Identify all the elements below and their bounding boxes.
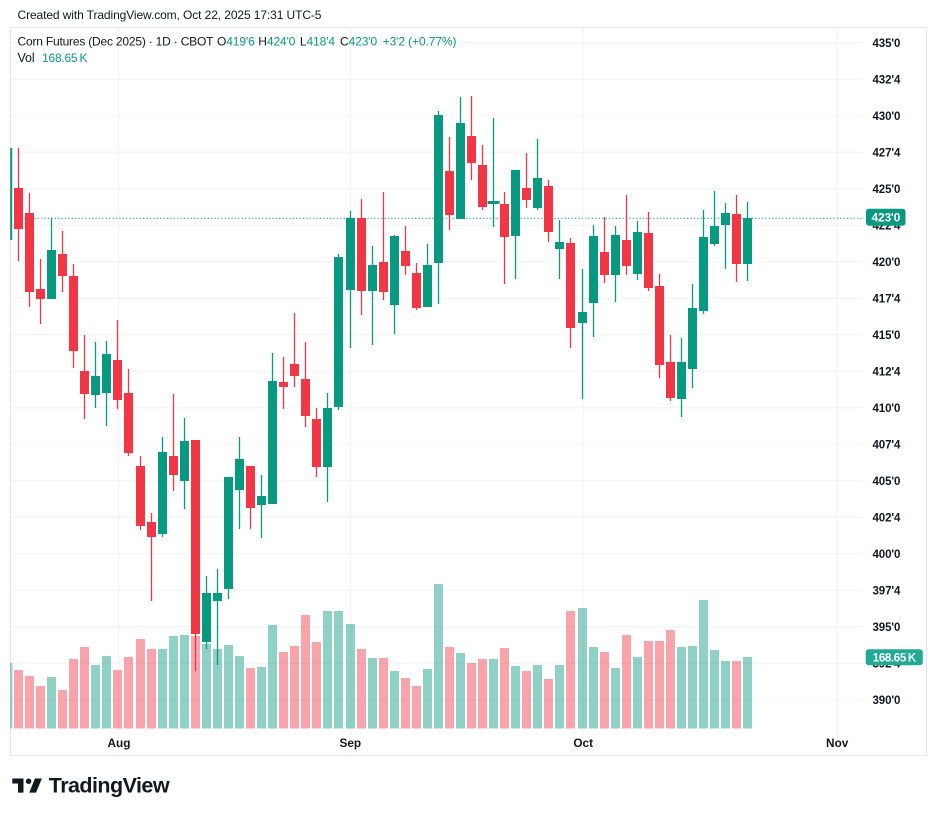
svg-text:405'0: 405'0 [873, 476, 901, 488]
svg-text:412'4: 412'4 [873, 366, 902, 378]
svg-text:Created with TradingView.com,: Created with TradingView.com, Oct 22, 20… [18, 8, 322, 22]
svg-text:427'4: 427'4 [873, 147, 902, 159]
svg-text:397'4: 397'4 [873, 585, 902, 597]
svg-text:415'0: 415'0 [873, 330, 901, 342]
svg-text:423'0: 423'0 [872, 211, 901, 225]
svg-text:Vol: Vol [18, 51, 35, 65]
svg-text:Sep: Sep [339, 736, 361, 750]
svg-text:168.65 K: 168.65 K [873, 653, 917, 665]
svg-text:Oct: Oct [573, 736, 593, 750]
svg-text:425'0: 425'0 [873, 184, 901, 196]
svg-text:417'4: 417'4 [873, 293, 902, 305]
svg-text:410'0: 410'0 [873, 403, 901, 415]
svg-text:Nov: Nov [826, 736, 849, 750]
svg-text:168.65 K: 168.65 K [42, 51, 87, 65]
svg-text:Aug: Aug [108, 736, 131, 750]
svg-text:432'4: 432'4 [873, 74, 902, 86]
svg-text:Corn Futures (Dec 2025) · 1D ·: Corn Futures (Dec 2025) · 1D · CBOT O419'… [18, 35, 457, 49]
svg-text:407'4: 407'4 [873, 439, 902, 451]
svg-text:400'0: 400'0 [873, 549, 901, 561]
svg-text:402'4: 402'4 [873, 512, 902, 524]
svg-text:430'0: 430'0 [873, 111, 901, 123]
svg-text:395'0: 395'0 [873, 622, 901, 634]
svg-text:420'0: 420'0 [873, 257, 901, 269]
svg-text:TradingView: TradingView [49, 774, 170, 798]
svg-text:435'0: 435'0 [873, 38, 901, 50]
svg-text:390'0: 390'0 [873, 695, 901, 707]
